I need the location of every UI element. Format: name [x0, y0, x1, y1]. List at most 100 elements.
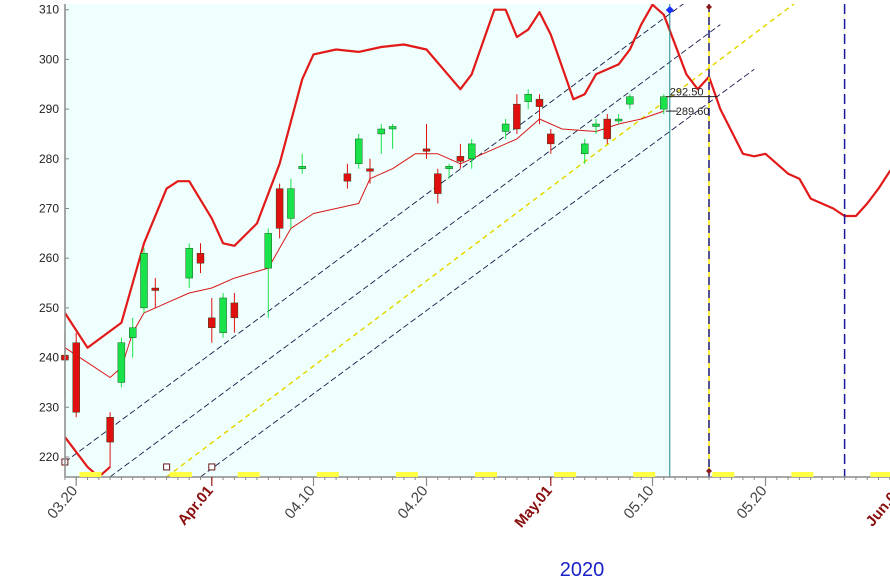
shaded-region: [65, 4, 670, 477]
weekend-highlight: [169, 472, 192, 477]
candle: [196, 243, 205, 274]
candle: [377, 124, 385, 154]
candle-body: [140, 253, 148, 309]
candle: [445, 163, 453, 179]
candle-body: [106, 417, 114, 443]
moving-average-line: [65, 110, 664, 378]
candle: [501, 119, 510, 139]
candle: [603, 114, 611, 144]
candle: [660, 94, 668, 115]
candle-body: [117, 342, 126, 383]
x-tick-label: Apr.01: [174, 483, 217, 529]
weekend-highlight: [870, 472, 890, 477]
candle: [72, 332, 80, 418]
y-tick-label: 260: [39, 251, 59, 265]
y-tick-label: 300: [39, 52, 59, 66]
y-tick-label: 230: [39, 400, 59, 414]
candle: [592, 119, 600, 134]
candle: [366, 158, 374, 184]
candle: [106, 412, 114, 467]
x-tick-label: 05.10: [620, 483, 657, 523]
y-tick-label: 280: [39, 152, 59, 166]
candle-body: [287, 188, 295, 219]
candle-body: [614, 118, 623, 122]
candle-body: [298, 166, 306, 169]
candle: [388, 124, 397, 149]
annotation-label: 289.60: [676, 106, 710, 118]
candle-body: [230, 302, 239, 319]
candle-body: [366, 168, 374, 172]
candle-body: [501, 123, 510, 132]
x-tick-label: Jun.01: [863, 483, 890, 530]
candle: [434, 168, 442, 204]
channel-lines: [65, 4, 796, 477]
candle-body: [434, 173, 442, 194]
weekend-highlight: [712, 472, 735, 477]
weekend-highlight: [475, 472, 497, 477]
weekend-highlight: [633, 472, 656, 477]
candle-body: [468, 143, 476, 159]
candle-body: [275, 188, 284, 229]
candle-body: [445, 166, 453, 169]
x-tick-label: 04.20: [394, 483, 431, 523]
x-tick-label: 03.20: [44, 483, 81, 523]
annotation-label: 292.50: [670, 87, 704, 99]
candle: [208, 297, 216, 343]
y-tick-label: 310: [39, 3, 59, 17]
candle: [513, 94, 521, 134]
candle-body: [547, 133, 555, 145]
year-label: 2020: [560, 559, 605, 578]
candle-body: [592, 123, 600, 127]
candle-body: [219, 297, 227, 333]
projection-end-diamond: [706, 4, 712, 10]
candle: [547, 128, 555, 154]
candle: [275, 183, 284, 239]
annotations: 292.50 289.60: [665, 87, 718, 118]
band-lines: [65, 4, 890, 477]
candle: [264, 228, 272, 318]
weekend-highlight: [554, 472, 577, 477]
candle: [355, 133, 363, 169]
candle-body: [377, 128, 385, 135]
candle: [614, 114, 623, 125]
candle-body: [513, 103, 521, 130]
candle-body: [208, 317, 216, 328]
candle: [128, 317, 137, 358]
y-tick-label: 270: [39, 202, 59, 216]
candle: [456, 143, 465, 169]
peak-diamond: [665, 6, 674, 14]
candle: [140, 248, 148, 313]
candle-body: [535, 98, 544, 107]
candle-body: [128, 327, 137, 338]
candle-body: [151, 287, 160, 291]
marker-square: [163, 463, 171, 471]
candle-body: [355, 138, 363, 164]
channel-line: [65, 4, 684, 463]
candle: [117, 337, 126, 388]
candle: [219, 292, 227, 338]
projection-lines: [669, 4, 846, 477]
x-tick-label: May.01: [511, 483, 555, 531]
y-tick-label: 250: [39, 301, 59, 315]
x-tick-label: 04.10: [281, 483, 318, 523]
candle: [287, 178, 295, 229]
weekend-highlight: [316, 472, 339, 477]
candle: [185, 243, 193, 289]
weekend-highlight: [791, 472, 814, 477]
y-tick-label: 240: [39, 351, 59, 365]
candle: [535, 94, 544, 125]
projection-end-diamond: [706, 468, 712, 474]
weekend-highlight: [237, 472, 260, 477]
channel-line: [166, 4, 796, 477]
channel-line: [200, 68, 755, 477]
candle: [343, 163, 352, 189]
candle-body: [603, 118, 611, 140]
candle-body: [388, 126, 397, 130]
x-tick-labels: 03.20 Apr.01 04.10 04.20 May.01 05.10 05.20 Jun…: [44, 477, 890, 531]
candle-body: [524, 93, 532, 102]
candle-body: [456, 156, 465, 162]
candle-body: [660, 96, 668, 110]
x-tick-label: 05.20: [733, 483, 770, 523]
